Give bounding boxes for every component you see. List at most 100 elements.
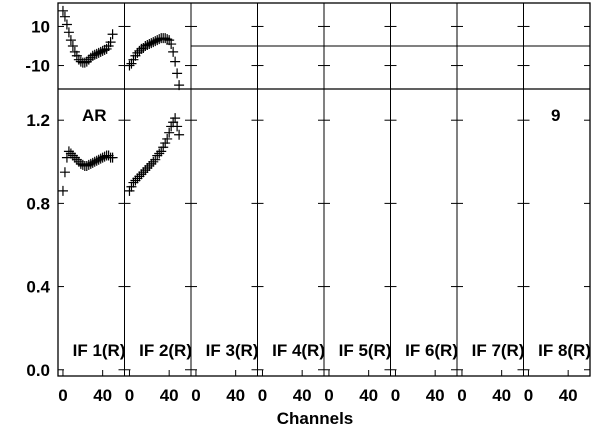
phase-point xyxy=(150,36,161,47)
phase-point xyxy=(107,29,118,40)
x-tick-label: 0 xyxy=(324,386,333,405)
phase-point xyxy=(152,35,163,46)
amplitude-point xyxy=(63,146,74,157)
amplitude-point xyxy=(69,152,80,163)
phase-point xyxy=(89,49,100,60)
amplitude-point xyxy=(158,142,169,153)
phase-point xyxy=(140,41,151,51)
x-tick-label: 0 xyxy=(258,386,267,405)
x-tick-label: 0 xyxy=(58,386,67,405)
amplitude-point xyxy=(99,151,110,162)
panel-label: IF 4(R) xyxy=(272,341,325,360)
amplitude-point xyxy=(170,113,181,124)
amplitude-point xyxy=(95,153,106,164)
phase-point xyxy=(63,27,74,38)
amplitude-point xyxy=(107,152,118,163)
amplitude-y-tick-label: 0.8 xyxy=(26,194,50,213)
phase-point xyxy=(97,45,108,56)
x-tick-label: 0 xyxy=(457,386,466,405)
x-tick-label: 40 xyxy=(160,386,179,405)
phase-point xyxy=(57,5,68,16)
amplitude-y-tick-label: 1.2 xyxy=(26,111,50,130)
phase-point xyxy=(170,56,181,67)
amplitude-point xyxy=(81,160,92,171)
amplitude-point xyxy=(142,163,153,174)
annotation-left: AR xyxy=(82,106,107,125)
amplitude-point xyxy=(148,156,159,167)
panel-label: IF 8(R) xyxy=(538,341,591,360)
panel-label: IF 1(R) xyxy=(73,341,126,360)
panel-dividers xyxy=(124,3,524,376)
phase-point xyxy=(148,37,159,48)
annotation-right: 9 xyxy=(551,106,560,125)
amplitude-point xyxy=(160,138,171,149)
x-tick-label: 40 xyxy=(559,386,578,405)
x-tick-label: 40 xyxy=(359,386,378,405)
phase-point xyxy=(93,47,104,58)
phase-y-tick-label: 10 xyxy=(31,17,50,36)
labels: 10-100.00.40.81.20 40 0 40 0 40 0 40 0 40 0 40 0 40 0 4… xyxy=(25,17,591,405)
phase-point xyxy=(174,80,185,91)
x-tick-label: 0 xyxy=(125,386,134,405)
amplitude-point xyxy=(168,117,179,128)
amplitude-point xyxy=(172,121,183,132)
phase-point xyxy=(162,34,173,45)
amplitude-point xyxy=(65,148,76,159)
x-tick-label: 40 xyxy=(93,386,112,405)
amplitude-point xyxy=(71,154,82,165)
amplitude-point xyxy=(59,167,70,178)
phase-point xyxy=(168,46,179,57)
amplitude-point xyxy=(83,159,94,170)
amplitude-point xyxy=(85,158,96,169)
amplitude-point xyxy=(152,150,163,161)
panel-label: IF 6(R) xyxy=(405,341,458,360)
amplitude-point xyxy=(128,177,139,188)
phase-point xyxy=(87,50,98,61)
amplitude-point xyxy=(134,171,145,182)
x-tick-label: 0 xyxy=(524,386,533,405)
amplitude-point xyxy=(75,158,86,169)
amplitude-point xyxy=(140,165,151,176)
amplitude-point xyxy=(162,133,173,144)
amplitude-point xyxy=(156,146,167,157)
amplitude-y-tick-label: 0.0 xyxy=(26,361,50,380)
axis-ticks xyxy=(58,25,590,376)
phase-point xyxy=(172,68,183,79)
amplitude-point xyxy=(136,169,147,180)
x-tick-label: 40 xyxy=(293,386,312,405)
amplitude-point xyxy=(91,155,102,166)
phase-point xyxy=(160,33,171,44)
amplitude-point xyxy=(144,160,155,171)
x-tick-label: 0 xyxy=(391,386,400,405)
phase-point xyxy=(144,39,155,50)
x-tick-label: 40 xyxy=(226,386,245,405)
phase-point xyxy=(166,39,177,50)
panel-label: IF 7(R) xyxy=(472,341,525,360)
phase-y-tick-label: -10 xyxy=(25,57,50,76)
phase-point xyxy=(59,11,70,22)
x-axis-title: Channels xyxy=(277,409,354,428)
amplitude-point xyxy=(154,148,165,159)
phase-point xyxy=(65,35,76,46)
amplitude-point xyxy=(124,185,135,196)
x-tick-label: 40 xyxy=(492,386,511,405)
amplitude-point xyxy=(150,154,161,165)
amplitude-point xyxy=(174,129,185,140)
phase-point xyxy=(61,19,72,30)
amplitude-point xyxy=(130,175,141,186)
amplitude-point xyxy=(164,127,175,138)
amplitude-point xyxy=(126,181,137,192)
panel-label: IF 3(R) xyxy=(206,341,259,360)
data-points xyxy=(57,5,185,196)
panel-label: IF 5(R) xyxy=(339,341,392,360)
phase-point xyxy=(124,60,135,71)
amplitude-y-tick-label: 0.4 xyxy=(26,278,50,297)
amplitude-point xyxy=(67,150,78,161)
amplitude-point xyxy=(87,157,98,168)
phase-point xyxy=(146,38,157,49)
amplitude-point xyxy=(89,156,100,167)
phase-point xyxy=(67,41,78,51)
panel-label: IF 2(R) xyxy=(139,341,192,360)
phase-point xyxy=(91,48,102,59)
